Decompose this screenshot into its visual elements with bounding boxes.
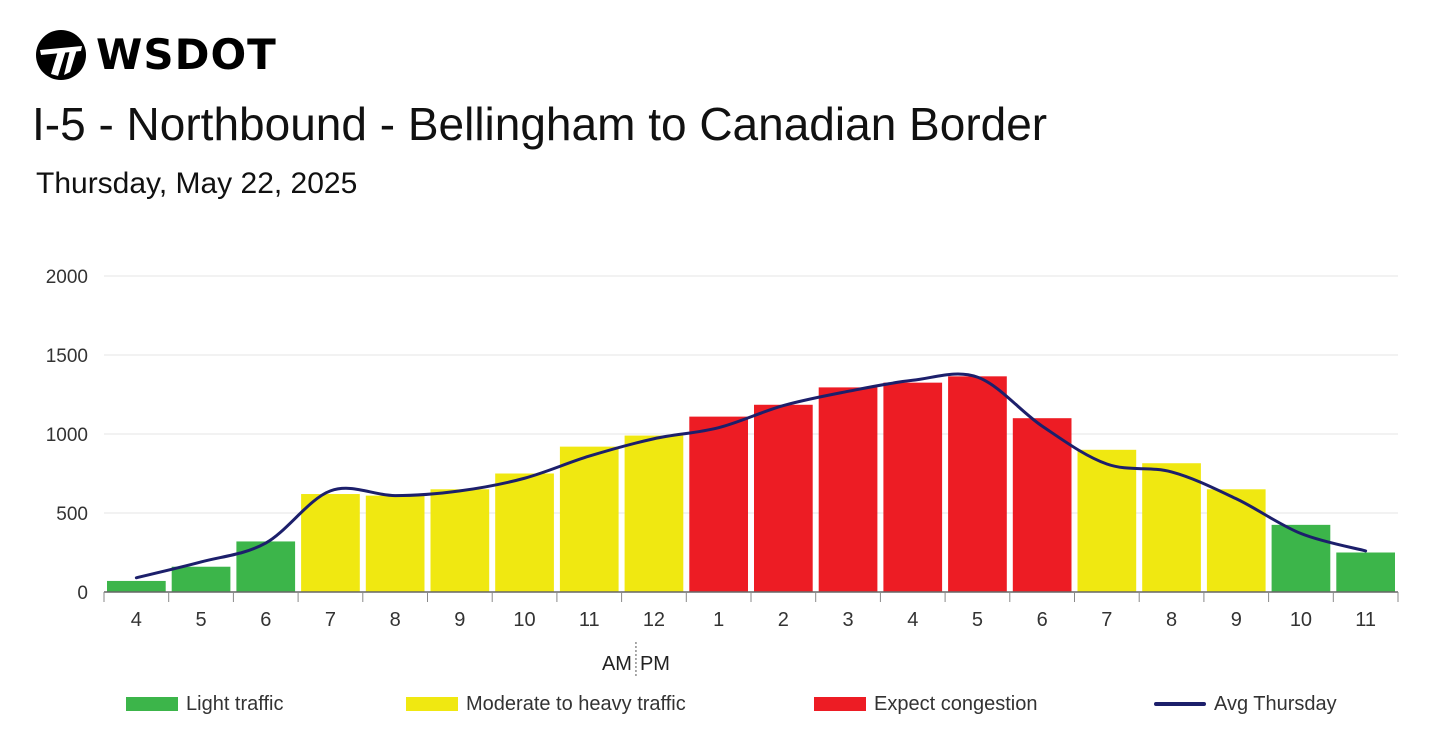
bar — [948, 376, 1007, 592]
legend-label-moderate: Moderate to heavy traffic — [466, 692, 686, 715]
x-tick-label: 4 — [907, 609, 918, 631]
x-tick-label: 5 — [195, 609, 206, 631]
bar — [1336, 552, 1395, 592]
x-tick-label: 8 — [1166, 609, 1177, 631]
logo-text: WSDOT — [96, 30, 277, 79]
x-tick-label: 6 — [260, 609, 271, 631]
bar — [171, 566, 231, 592]
legend-item-avg: Avg Thursday — [1154, 690, 1337, 718]
bar — [1142, 463, 1201, 592]
y-tick-label: 1000 — [46, 425, 88, 446]
chart-title: I-5 - Northbound - Bellingham to Canadia… — [32, 98, 1048, 150]
y-tick-label: 1500 — [46, 346, 88, 367]
bar — [107, 580, 166, 592]
avg-thursday-line — [134, 372, 1368, 580]
y-tick-label: 500 — [56, 504, 88, 525]
bar — [495, 473, 554, 592]
x-tick-label: 7 — [1101, 609, 1112, 631]
x-tick-label: 9 — [454, 609, 465, 631]
x-tick-label: 8 — [390, 609, 401, 631]
legend-swatch-moderate — [406, 697, 458, 711]
bar — [624, 435, 684, 592]
legend-label-avg: Avg Thursday — [1214, 692, 1337, 715]
legend-item-moderate: Moderate to heavy traffic — [406, 690, 686, 718]
x-tick-label: 3 — [842, 609, 853, 631]
pm-label: PM — [640, 653, 670, 675]
bar — [365, 495, 425, 592]
x-tick-label: 9 — [1231, 609, 1242, 631]
bar — [883, 382, 943, 592]
x-tick-label: 5 — [972, 609, 983, 631]
bar — [236, 541, 296, 592]
x-tick-label: 10 — [1290, 609, 1312, 631]
bar — [559, 446, 619, 592]
chart-legend: Light traffic Moderate to heavy traffic … — [0, 682, 1440, 726]
x-tick-label: 6 — [1037, 609, 1048, 631]
bar — [1012, 418, 1072, 592]
x-tick-label: 2 — [778, 609, 789, 631]
legend-item-congestion: Expect congestion — [814, 690, 1037, 718]
bar — [1077, 449, 1137, 592]
x-tick-label: 12 — [643, 609, 665, 631]
x-tick-label: 4 — [131, 609, 142, 631]
logo: WSDOT — [34, 28, 277, 84]
x-tick-label: 1 — [713, 609, 724, 631]
y-tick-label: 2000 — [46, 267, 88, 288]
legend-item-light: Light traffic — [126, 690, 283, 718]
bar — [1206, 489, 1266, 592]
y-tick-label: 0 — [77, 583, 88, 604]
x-tick-label: 11 — [579, 609, 600, 631]
legend-swatch-avg-line — [1154, 702, 1206, 706]
legend-label-light: Light traffic — [186, 692, 284, 715]
bar — [754, 404, 813, 592]
bar — [1271, 524, 1331, 592]
wsdot-swoosh-logo-icon — [36, 30, 86, 80]
chart-subtitle: Thursday, May 22, 2025 — [36, 167, 358, 200]
x-tick-label: 7 — [325, 609, 336, 631]
legend-swatch-light — [126, 697, 178, 711]
am-label: AM — [602, 653, 632, 675]
bar — [301, 494, 360, 592]
bar — [689, 416, 748, 592]
bar — [430, 489, 490, 592]
x-tick-label: 10 — [513, 609, 535, 631]
x-tick-label: 11 — [1355, 609, 1376, 631]
legend-swatch-congestion — [814, 697, 866, 711]
legend-label-congestion: Expect congestion — [874, 692, 1038, 715]
bar — [818, 387, 878, 592]
